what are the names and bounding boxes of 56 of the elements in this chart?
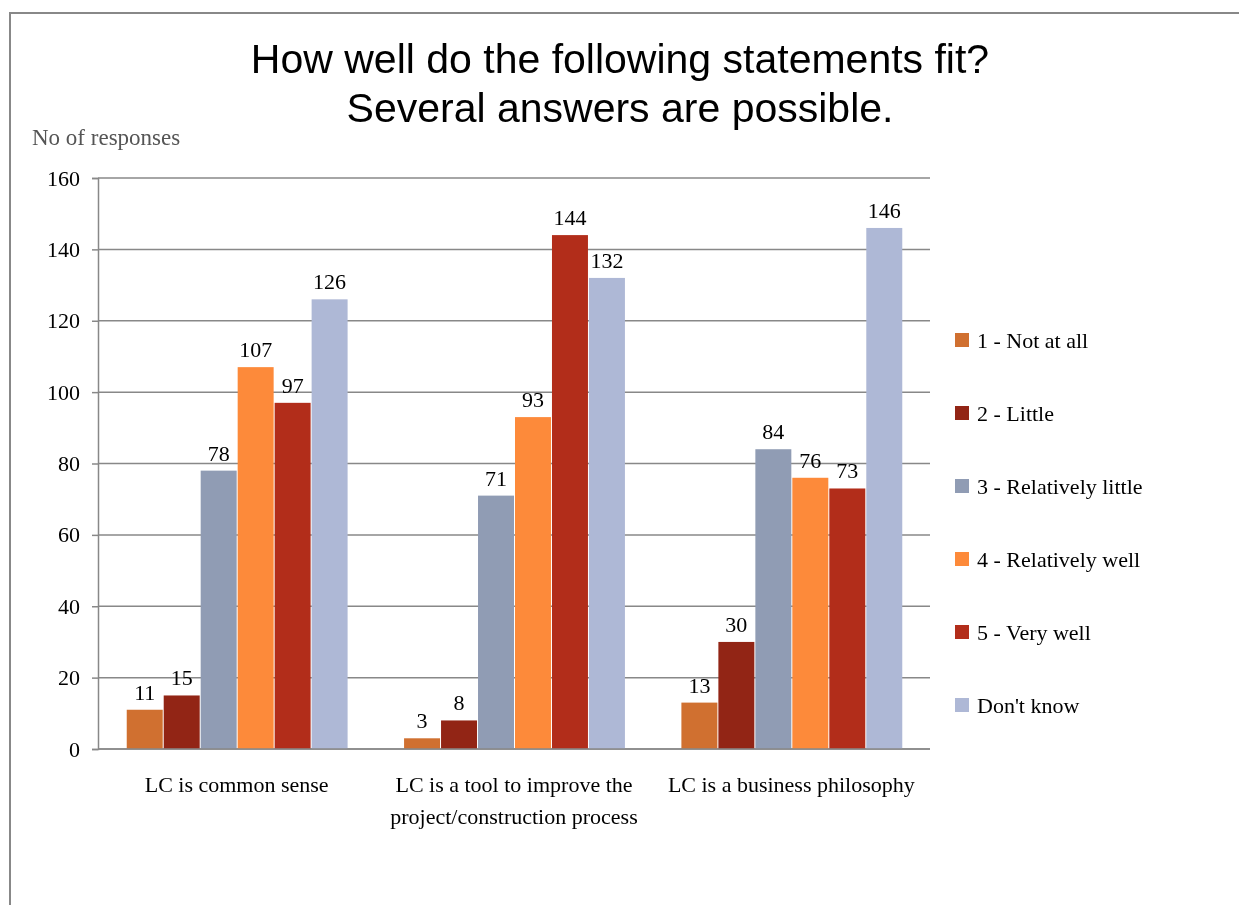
data-label: 15 [170,665,193,691]
data-label: 78 [207,440,230,466]
bar [866,227,903,749]
legend-label: 2 - Little [977,401,1054,426]
bar [126,709,163,749]
data-label: 13 [688,672,711,698]
bar [237,367,274,749]
y-tick-label: 160 [47,165,80,191]
bar [163,695,200,749]
legend-label: Don't know [977,693,1080,718]
legend-label: 4 - Relatively well [977,547,1141,572]
data-label: 8 [453,690,465,716]
bar [311,299,348,749]
y-tick-label: 80 [58,451,80,477]
bar [588,277,625,749]
y-tick-label: 40 [58,593,80,619]
data-label: 97 [281,372,304,398]
y-tick-label: 20 [58,665,80,691]
data-label: 126 [313,269,347,295]
legend-label: 1 - Not at all [977,328,1089,353]
x-tick-label: LC is a business philosophy [667,772,915,797]
bar [478,495,514,749]
bar [515,417,551,749]
data-label: 107 [239,337,273,363]
data-label: 132 [590,247,624,273]
bar [718,641,755,749]
legend-label: 3 - Relatively little [977,474,1143,499]
y-tick-label: 120 [47,308,80,334]
data-label: 84 [762,419,785,445]
bar [755,449,792,749]
bar [441,720,478,749]
bar [200,470,237,749]
legend-label: 5 - Very well [977,620,1091,645]
bar [829,488,866,749]
y-axis-title: No of responses [32,125,181,150]
data-label: 73 [836,458,859,484]
bar [681,702,718,749]
bar [792,477,829,749]
y-tick-label: 140 [47,236,80,262]
chart-title: How well do the following statements fit? Several answers are possible. [250,36,990,131]
x-tick-label: LC is a tool to improve the project/construction process [390,772,638,829]
data-label: 93 [521,387,544,413]
x-tick-label: LC is common sense [144,772,329,797]
data-label: 144 [553,205,587,231]
data-label: 11 [134,679,156,705]
bar [551,235,588,749]
bar [404,738,441,749]
y-tick-label: 60 [58,522,80,548]
y-tick-label: 100 [47,379,80,405]
y-tick-label: 0 [69,736,80,762]
data-label: 76 [799,447,822,473]
data-label: 3 [416,708,428,734]
bar [274,402,311,749]
data-label: 146 [867,197,901,223]
data-label: 71 [485,465,508,491]
data-label: 30 [725,611,748,637]
